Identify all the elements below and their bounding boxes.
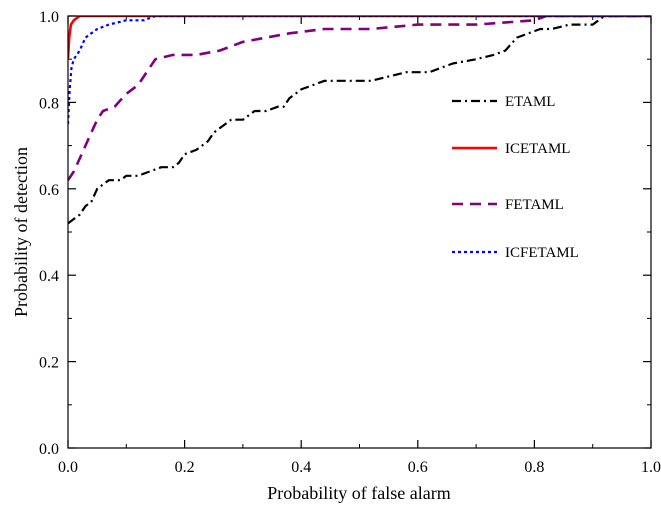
series-line-icetaml — [68, 16, 651, 60]
x-tick-label: 0.8 — [524, 459, 544, 476]
legend-label-icfetaml: ICFETAML — [505, 245, 579, 261]
y-tick-label: 0.0 — [39, 441, 59, 458]
x-tick-label: 0.6 — [408, 459, 428, 476]
x-tick-label: 1.0 — [641, 459, 661, 476]
y-axis-title: Probability of detection — [11, 147, 31, 317]
x-tick-label: 0.0 — [58, 459, 78, 476]
series-layer — [68, 16, 651, 225]
y-tick-label: 0.6 — [39, 182, 59, 199]
x-axis-title: Probability of false alarm — [267, 483, 450, 503]
series-line-etaml — [68, 16, 651, 225]
y-tick-labels: 0.0 0.2 0.4 0.6 0.8 1.0 — [39, 9, 59, 458]
legend: ETAML ICETAML FETAML ICFETAML — [452, 94, 579, 261]
y-tick-label: 0.8 — [39, 95, 59, 112]
y-tick-label: 1.0 — [39, 9, 59, 26]
legend-label-fetaml: FETAML — [505, 197, 564, 213]
legend-label-etaml: ETAML — [505, 94, 555, 110]
plot-frame — [67, 15, 652, 449]
y-tick-label: 0.2 — [39, 355, 59, 372]
x-tick-label: 0.2 — [175, 459, 195, 476]
y-tick-label: 0.4 — [39, 268, 59, 285]
x-tick-labels: 0.0 0.2 0.4 0.6 0.8 1.0 — [58, 459, 661, 476]
x-tick-label: 0.4 — [291, 459, 311, 476]
series-line-icfetaml — [68, 16, 651, 125]
series-line-fetaml — [68, 16, 651, 181]
legend-label-icetaml: ICETAML — [505, 141, 570, 157]
